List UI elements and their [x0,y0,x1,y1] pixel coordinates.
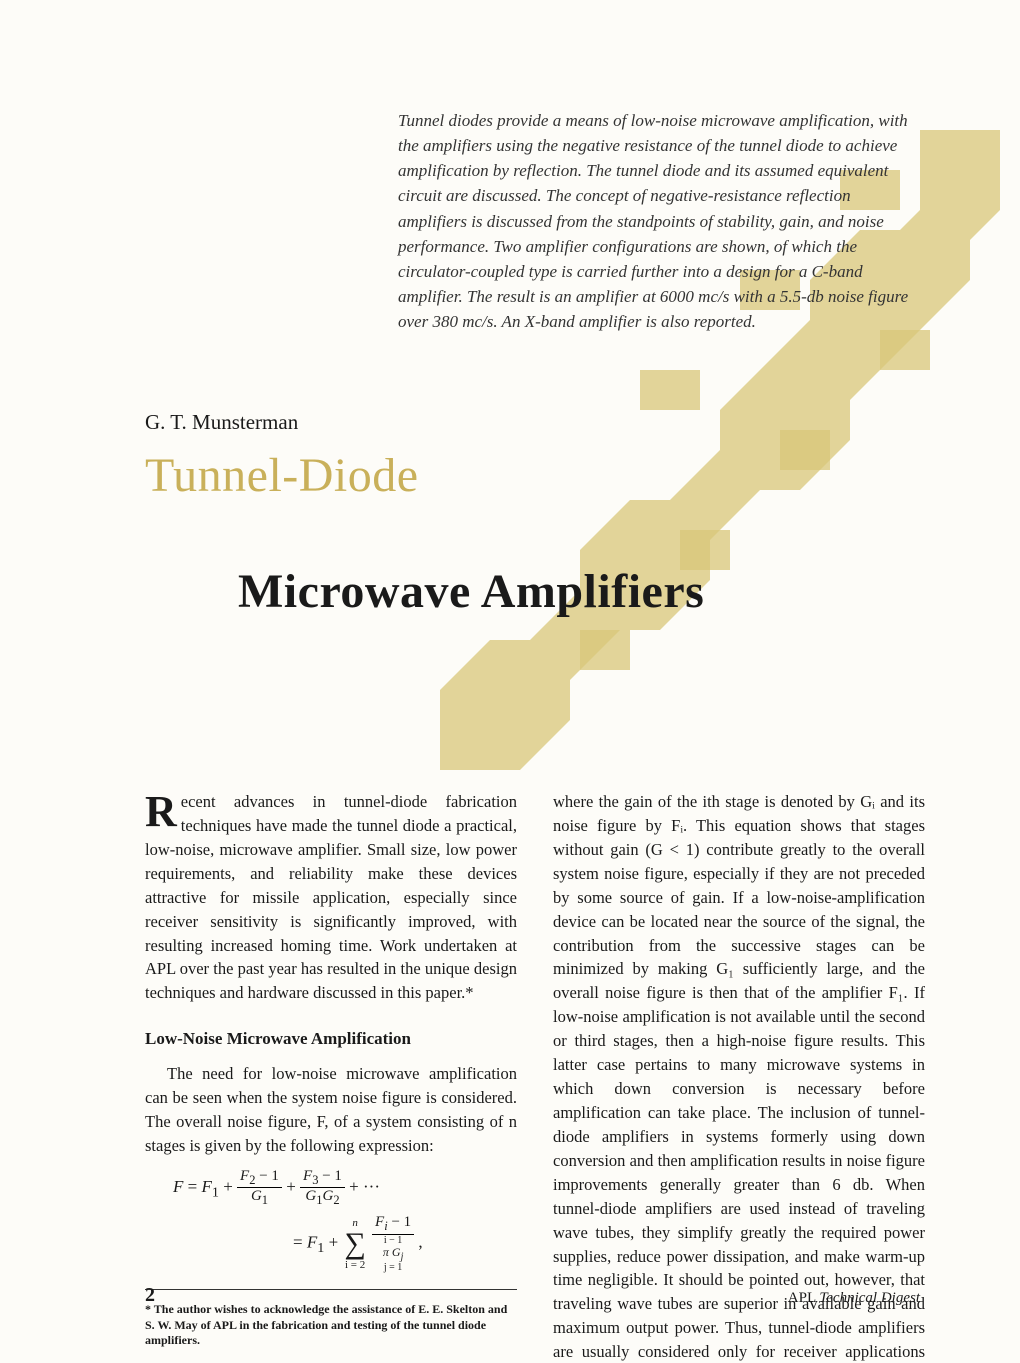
column-left: Recent advances in tunnel-diode fabricat… [145,790,517,1363]
publication-footer: APL Technical Digest [788,1290,920,1307]
publication-name: Technical Digest [819,1290,920,1306]
footnote: * The author wishes to acknowledge the a… [145,1302,517,1349]
author-name: G. T. Munsterman [145,410,298,435]
equation-line-2: = F1 + n∑i = 2 Fi − 1i − 1π Gjj = 1 , [293,1214,517,1273]
title-line-1: Tunnel-Diode [145,448,419,503]
title-line-2: Microwave Amplifiers [238,564,704,619]
paragraph-need: The need for low-noise microwave amplifi… [145,1062,517,1158]
page-number: 2 [145,1284,155,1307]
publication-prefix: APL [788,1290,820,1306]
abstract-text: Tunnel diodes provide a means of low-noi… [398,108,918,334]
column-right: where the gain of the ith stage is denot… [553,790,925,1363]
equation-block: F = F1 + F2 − 1G1 + F3 − 1G1G2 + ··· = F… [173,1168,517,1274]
footnote-rule [145,1289,517,1290]
body-columns: Recent advances in tunnel-diode fabricat… [145,790,925,1363]
intro-paragraph: Recent advances in tunnel-diode fabricat… [145,790,517,1005]
paragraph-right: where the gain of the ith stage is denot… [553,790,925,1363]
section-heading: Low-Noise Microwave Amplification [145,1027,517,1052]
intro-text: ecent advances in tunnel-diode fabricati… [145,792,517,1002]
drop-cap: R [145,790,181,832]
equation-line-1: F = F1 + F2 − 1G1 + F3 − 1G1G2 + ··· [173,1168,517,1209]
